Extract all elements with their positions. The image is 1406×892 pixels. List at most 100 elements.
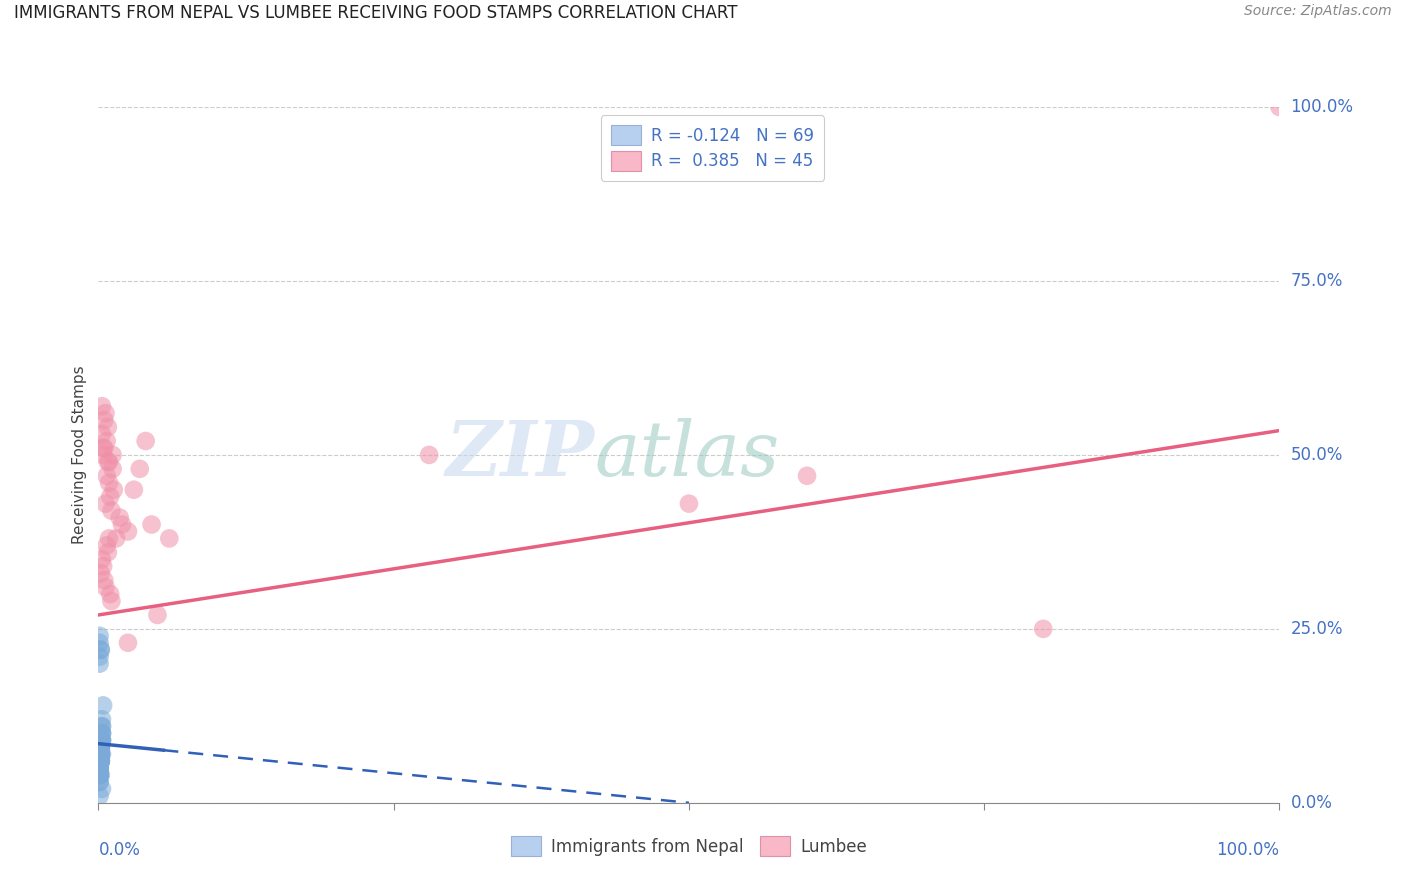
Point (100, 594, 122, 608)
Point (90, 747, 112, 761)
Point (97, 545, 120, 559)
Point (128, 462, 150, 476)
Point (91, 559, 114, 574)
Point (89, 754, 111, 768)
Point (796, 468, 818, 483)
Point (101, 462, 124, 476)
Point (91, 719, 114, 733)
Point (89, 747, 111, 761)
Point (89, 761, 111, 775)
Point (91, 399, 114, 413)
Point (98, 587, 121, 601)
Point (90, 733, 112, 747)
Point (89, 657, 111, 671)
Point (98, 475, 121, 490)
Point (96, 468, 118, 483)
Point (90, 740, 112, 755)
Point (91, 781, 114, 796)
Point (91, 733, 114, 747)
Point (122, 483, 145, 497)
Point (91, 747, 114, 761)
Point (91, 448, 114, 462)
Point (89, 761, 111, 775)
Point (117, 524, 139, 539)
Text: 100.0%: 100.0% (1216, 841, 1279, 859)
Point (90, 740, 112, 755)
Point (90, 754, 112, 768)
Point (91, 698, 114, 713)
Point (93, 441, 115, 455)
Point (90, 740, 112, 755)
Point (89, 649, 111, 664)
Point (89, 761, 111, 775)
Point (89, 629, 111, 643)
Point (90, 747, 112, 761)
Point (89, 761, 111, 775)
Y-axis label: Receiving Food Stamps: Receiving Food Stamps (72, 366, 87, 544)
Point (91, 552, 114, 566)
Point (90, 740, 112, 755)
Point (89, 768, 111, 782)
Legend: Immigrants from Nepal, Lumbee: Immigrants from Nepal, Lumbee (503, 828, 875, 864)
Point (98, 532, 121, 546)
Text: 0.0%: 0.0% (98, 841, 141, 859)
Point (90, 754, 112, 768)
Text: 75.0%: 75.0% (1291, 272, 1343, 290)
Point (678, 497, 700, 511)
Text: 25.0%: 25.0% (1291, 620, 1343, 638)
Point (89, 761, 111, 775)
Point (89, 768, 111, 782)
Point (94, 580, 117, 594)
Point (91, 719, 114, 733)
Point (157, 532, 180, 546)
Point (89, 761, 111, 775)
Point (94, 406, 117, 420)
Point (89, 775, 111, 789)
Text: 100.0%: 100.0% (1291, 98, 1354, 116)
Point (91, 427, 114, 442)
Point (89, 636, 111, 650)
Text: 0.0%: 0.0% (1291, 794, 1333, 812)
Point (91, 441, 114, 455)
Point (90, 740, 112, 755)
Point (97, 455, 120, 469)
Point (90, 754, 112, 768)
Point (89, 761, 111, 775)
Point (98, 455, 121, 469)
Point (89, 768, 111, 782)
Point (90, 740, 112, 755)
Text: ZIP: ZIP (446, 418, 595, 491)
Point (111, 517, 134, 532)
Point (89, 768, 111, 782)
Point (93, 413, 115, 427)
Point (90, 747, 112, 761)
Point (89, 789, 111, 803)
Point (1032, 622, 1054, 636)
Point (89, 768, 111, 782)
Point (90, 642, 112, 657)
Point (90, 740, 112, 755)
Point (89, 754, 111, 768)
Point (90, 642, 112, 657)
Point (117, 636, 139, 650)
Point (103, 483, 125, 497)
Text: Source: ZipAtlas.com: Source: ZipAtlas.com (1244, 4, 1392, 19)
Point (89, 761, 111, 775)
Point (90, 754, 112, 768)
Text: IMMIGRANTS FROM NEPAL VS LUMBEE RECEIVING FOOD STAMPS CORRELATION CHART: IMMIGRANTS FROM NEPAL VS LUMBEE RECEIVIN… (14, 4, 738, 22)
Point (89, 761, 111, 775)
Point (90, 747, 112, 761)
Point (90, 754, 112, 768)
Point (98, 490, 121, 504)
Point (89, 761, 111, 775)
Point (90, 733, 112, 747)
Point (135, 434, 157, 448)
Point (96, 538, 118, 552)
Point (90, 747, 112, 761)
Text: atlas: atlas (595, 418, 780, 491)
Point (90, 747, 112, 761)
Point (105, 532, 128, 546)
Point (1268, 100, 1291, 114)
Point (96, 434, 118, 448)
Point (90, 754, 112, 768)
